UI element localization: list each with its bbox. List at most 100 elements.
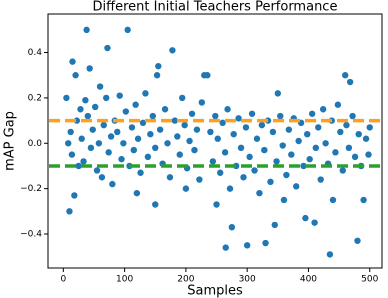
point — [293, 183, 300, 190]
x-tick-label: 500 — [361, 275, 378, 285]
point — [355, 130, 362, 138]
point — [93, 167, 101, 174]
point — [176, 151, 183, 158]
point — [120, 140, 127, 147]
point — [104, 44, 111, 52]
point — [332, 149, 339, 156]
x-tick-label: 100 — [116, 275, 133, 285]
point — [243, 242, 251, 249]
y-tick-label: 0.2 — [28, 93, 42, 103]
point — [96, 83, 104, 90]
point — [280, 196, 288, 204]
point — [95, 140, 103, 147]
point — [69, 58, 76, 65]
point — [269, 128, 277, 136]
point — [285, 126, 293, 133]
point — [77, 106, 84, 113]
point — [235, 115, 242, 122]
point — [343, 121, 350, 129]
x-tick-label: 0 — [60, 275, 66, 285]
point — [153, 72, 161, 79]
point — [288, 151, 295, 158]
point — [319, 106, 327, 113]
point — [191, 146, 198, 154]
point — [114, 128, 121, 136]
point — [66, 208, 73, 215]
point — [91, 103, 99, 111]
point — [306, 155, 313, 163]
point — [351, 153, 359, 161]
y-tick-label: −0.4 — [20, 229, 42, 239]
point — [152, 201, 159, 208]
y-tick-label: 0.0 — [28, 139, 43, 149]
point — [366, 124, 373, 131]
point — [144, 153, 152, 161]
chart-title: Different Initial Teachers Performance — [93, 0, 338, 15]
point — [253, 135, 261, 142]
point — [133, 189, 141, 197]
point — [271, 221, 278, 229]
point — [198, 99, 206, 106]
point — [82, 96, 89, 104]
point — [256, 189, 263, 197]
point — [118, 155, 125, 163]
point — [311, 219, 318, 226]
point — [179, 94, 186, 102]
point — [98, 174, 106, 181]
point — [258, 121, 266, 129]
point — [132, 101, 139, 108]
point — [83, 26, 90, 34]
point — [68, 151, 76, 158]
point — [346, 78, 354, 86]
point — [302, 214, 309, 222]
point — [226, 185, 234, 192]
plot-frame — [47, 13, 383, 269]
point — [87, 144, 95, 152]
point — [251, 167, 258, 174]
point — [171, 117, 179, 124]
point — [237, 144, 245, 152]
point — [80, 158, 87, 165]
point — [337, 128, 344, 136]
point — [221, 149, 229, 156]
point — [345, 144, 353, 152]
point — [354, 237, 361, 244]
point — [156, 126, 164, 133]
point — [214, 135, 221, 142]
y-axis-label: mAP Gap — [3, 111, 18, 171]
point — [209, 158, 217, 165]
point — [142, 90, 149, 97]
point — [360, 196, 367, 204]
y-tick-label: 0.4 — [28, 48, 43, 58]
point — [262, 239, 269, 247]
point — [182, 185, 190, 192]
point — [105, 149, 112, 156]
point — [174, 133, 181, 140]
point — [339, 167, 346, 174]
point — [207, 128, 214, 136]
point — [365, 151, 372, 158]
point — [147, 130, 154, 138]
point — [274, 90, 282, 97]
point — [240, 174, 247, 181]
point — [334, 101, 342, 108]
point — [283, 171, 290, 179]
point — [230, 130, 237, 138]
point — [152, 144, 159, 152]
point — [273, 158, 280, 165]
point — [78, 135, 85, 142]
point — [342, 72, 349, 79]
point — [224, 106, 231, 113]
point — [128, 124, 136, 131]
point — [84, 112, 92, 120]
point — [169, 47, 176, 54]
point — [155, 62, 162, 70]
x-tick-label: 300 — [239, 275, 256, 285]
point — [149, 112, 156, 120]
point — [137, 169, 144, 176]
point — [130, 146, 137, 154]
point — [217, 169, 224, 176]
point — [65, 140, 72, 147]
point — [122, 108, 130, 115]
